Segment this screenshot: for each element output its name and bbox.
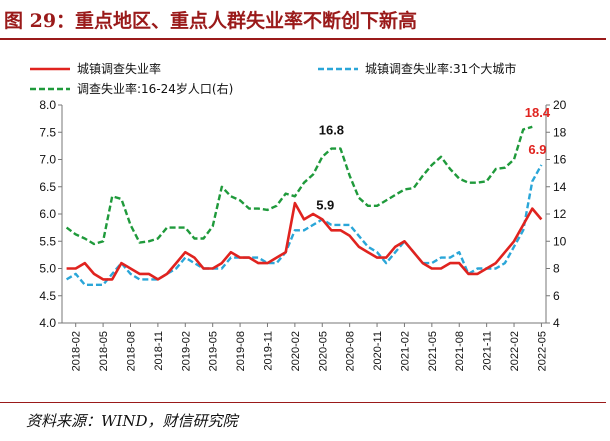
series-line-2 [65, 125, 533, 246]
x-tick-label: 2020-05 [317, 331, 329, 371]
legend-label: 城镇调查失业率 [77, 61, 161, 76]
x-tick-label: 2019-05 [208, 331, 220, 371]
y-right-tick-label: 18 [553, 125, 567, 139]
annotation-label: 6.9 [528, 142, 546, 157]
y-left-tick-label: 7.5 [39, 125, 56, 139]
x-tick-label: 2019-02 [180, 331, 192, 371]
y-right-tick-label: 14 [553, 180, 567, 194]
source-note: 资料来源：WIND，财信研究院 [26, 412, 238, 430]
y-left-tick-label: 6.0 [39, 207, 56, 221]
x-tick-label: 2018-02 [71, 331, 83, 371]
y-left-tick-label: 4.5 [39, 289, 56, 303]
figure-title: 图 29：重点地区、重点人群失业率不断创下新高 [4, 10, 418, 32]
y-left-tick-label: 7.0 [39, 153, 56, 167]
y-right-tick-label: 20 [553, 98, 567, 112]
annotation-label: 18.4 [525, 105, 551, 120]
x-tick-label: 2020-11 [372, 331, 384, 371]
y-left-tick-label: 8.0 [39, 98, 56, 112]
x-tick-label: 2018-05 [98, 331, 110, 371]
source-rule [0, 402, 606, 403]
y-left-tick-label: 5.0 [39, 262, 56, 276]
x-tick-label: 2021-11 [482, 331, 494, 371]
x-tick-label: 2019-11 [262, 331, 274, 371]
annotation-label: 5.9 [316, 197, 334, 212]
x-tick-label: 2021-08 [454, 331, 466, 371]
y-left-tick-label: 6.5 [39, 180, 56, 194]
series-line-0 [66, 201, 543, 281]
y-right-tick-label: 6 [553, 289, 560, 303]
y-right-tick-label: 16 [553, 153, 567, 167]
y-right-tick-label: 4 [553, 316, 560, 330]
x-tick-label: 2019-08 [235, 331, 247, 371]
series-line-1 [65, 164, 543, 286]
y-right-tick-label: 12 [553, 207, 567, 221]
x-tick-label: 2022-05 [536, 331, 548, 371]
y-right-tick-label: 8 [553, 262, 560, 276]
x-tick-label: 2020-02 [290, 331, 302, 371]
annotation-label: 16.8 [319, 123, 344, 138]
y-left-tick-label: 4.0 [39, 316, 56, 330]
y-left-tick-label: 5.5 [39, 234, 56, 248]
title-rule [0, 38, 606, 40]
legend-label: 调查失业率:16-24岁人口(右) [77, 81, 233, 96]
x-tick-label: 2020-08 [345, 331, 357, 371]
x-tick-label: 2021-05 [427, 331, 439, 371]
x-tick-label: 2018-11 [153, 331, 165, 371]
x-tick-label: 2022-02 [509, 331, 521, 371]
x-tick-label: 2018-08 [125, 331, 137, 371]
x-tick-label: 2021-02 [399, 331, 411, 371]
y-right-tick-label: 10 [553, 234, 567, 248]
legend-label: 城镇调查失业率:31个大城市 [365, 61, 516, 76]
